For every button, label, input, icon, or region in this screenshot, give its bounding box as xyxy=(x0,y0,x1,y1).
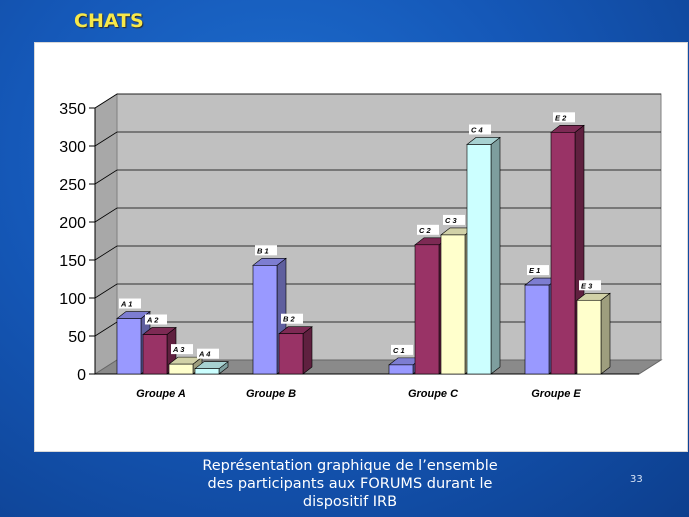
data-label-box-e3 xyxy=(579,280,601,291)
data-label-box-e2 xyxy=(553,112,575,123)
bar-a4 xyxy=(194,368,220,375)
bar-b1 xyxy=(252,265,278,375)
y-tick-label: 250 xyxy=(59,177,86,194)
y-tick-label: 50 xyxy=(68,329,86,346)
data-label-box-c2 xyxy=(417,224,439,235)
data-label-box-c4 xyxy=(469,124,491,135)
data-label-a1: A 1 xyxy=(120,300,132,309)
bar-c1 xyxy=(388,364,414,375)
page-number: 33 xyxy=(630,474,643,485)
data-label-box-a1 xyxy=(119,298,141,309)
x-tick-label: Groupe B xyxy=(246,388,296,400)
data-label-c4: C 4 xyxy=(471,125,484,134)
bar-chart: 0 50 100 150 200 250 300 350 A 1 A 2 A 3 A 4 Groupe … xyxy=(59,93,663,400)
chart-side-wall xyxy=(94,93,118,375)
y-tick-label: 0 xyxy=(77,367,86,384)
bar-side-c4 xyxy=(490,136,501,375)
bar-a1 xyxy=(116,318,142,375)
data-label-box-e1 xyxy=(527,265,549,276)
chart-panel: 0 50 100 150 200 250 300 350 A 1 A 2 A 3 A 4 Groupe … xyxy=(34,42,688,452)
bar-c3 xyxy=(440,234,466,375)
data-label-b2: B 2 xyxy=(283,315,296,324)
caption-line-1: Représentation graphique de l’ensemble xyxy=(202,458,498,474)
data-label-a2: A 2 xyxy=(146,315,159,324)
gridline xyxy=(94,93,661,109)
data-label-b1: B 1 xyxy=(257,246,269,255)
bar-a2 xyxy=(142,334,168,375)
data-label-box-c1 xyxy=(391,344,413,355)
bar-e2 xyxy=(550,132,576,375)
y-tick-label: 150 xyxy=(59,253,86,270)
data-label-c3: C 3 xyxy=(445,216,458,225)
data-label-e2: E 2 xyxy=(555,113,567,122)
y-tick-label: 300 xyxy=(59,139,86,156)
data-label-e3: E 3 xyxy=(581,281,593,290)
x-tick-label: Groupe E xyxy=(531,388,581,400)
bar-e3 xyxy=(576,299,602,375)
caption-line-3: dispositif IRB xyxy=(302,494,398,510)
y-tick-label: 200 xyxy=(59,215,86,232)
bar-b2 xyxy=(278,333,304,375)
caption-line-2: des participants aux FORUMS durant le xyxy=(207,476,493,492)
bar-a3 xyxy=(168,363,194,375)
slide-title: CHATS xyxy=(74,10,144,32)
bar-c2 xyxy=(414,244,440,375)
data-label-c2: C 2 xyxy=(419,226,432,235)
data-label-a4: A 4 xyxy=(198,350,211,359)
data-label-box-c3 xyxy=(443,214,465,225)
slide-caption: Représentation graphique de l’ensemble d… xyxy=(170,457,530,511)
data-label-box-b1 xyxy=(255,245,277,256)
data-label-a3: A 3 xyxy=(172,345,185,354)
x-tick-label: Groupe A xyxy=(136,388,186,400)
data-label-box-a4 xyxy=(197,348,219,359)
data-label-c1: C 1 xyxy=(393,346,405,355)
data-label-e1: E 1 xyxy=(529,266,540,275)
y-tick-label: 100 xyxy=(59,291,86,308)
bar-side-e3 xyxy=(600,292,611,375)
bar-c4 xyxy=(466,144,492,375)
bar-e1 xyxy=(524,284,550,375)
x-tick-label: Groupe C xyxy=(408,388,459,400)
bar-side-b2 xyxy=(302,326,313,375)
data-label-box-b2 xyxy=(281,313,303,324)
data-label-box-a2 xyxy=(145,314,167,325)
y-tick-label: 350 xyxy=(59,101,86,118)
data-label-box-a3 xyxy=(171,344,193,355)
